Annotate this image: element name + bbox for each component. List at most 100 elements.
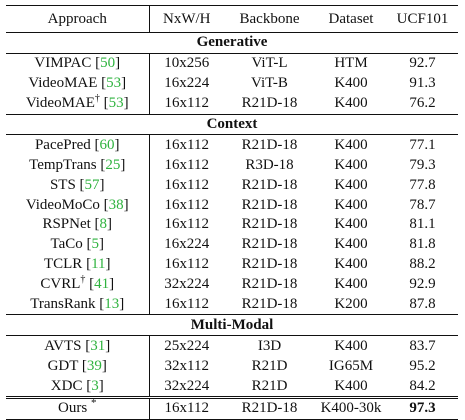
citation-link[interactable]: 53 bbox=[106, 75, 122, 92]
citation-link[interactable]: 50 bbox=[100, 55, 116, 72]
dataset-cell: K400 bbox=[334, 196, 368, 213]
table-row: VIMPAC [50] 10x256 ViT-L HTM 92.7 bbox=[6, 52, 458, 74]
method-name: TransRank bbox=[30, 296, 96, 313]
dataset-cell: K400 bbox=[334, 276, 368, 293]
approach-cell: VIMPAC [50] bbox=[6, 52, 150, 74]
header-dataset: Dataset bbox=[315, 5, 387, 33]
method-name: PacePred bbox=[34, 136, 91, 153]
approach-cell: Ours * bbox=[6, 396, 150, 420]
table-row: VideoMoCo [38] 16x112 R21D-18 K400 78.7 bbox=[6, 195, 458, 216]
size-cell: 32x224 bbox=[164, 377, 210, 394]
approach-cell: TCLR [11] bbox=[6, 254, 150, 275]
method-name: TCLR bbox=[43, 256, 83, 273]
ucf101-cell: 81.1 bbox=[409, 216, 436, 233]
method-name: VideoMAE bbox=[25, 95, 95, 112]
citation-link[interactable]: 41 bbox=[94, 276, 110, 293]
citation-link[interactable]: 13 bbox=[104, 296, 120, 313]
ucf101-cell: 84.2 bbox=[409, 377, 436, 394]
approach-cell: CVRL† [41] bbox=[6, 275, 150, 295]
backbone-cell: R21D-18 bbox=[241, 216, 298, 233]
backbone-cell: R21D-18 bbox=[224, 134, 315, 156]
header-size: NxW/H bbox=[149, 5, 224, 33]
size-cell: 32x224 bbox=[164, 276, 210, 293]
method-mark: † bbox=[94, 93, 100, 105]
citation-link[interactable]: 5 bbox=[91, 236, 100, 253]
section-header-row: Context bbox=[6, 113, 458, 135]
table-row: AVTS [31] 25x224 I3D K400 83.7 bbox=[6, 335, 458, 357]
citation-link[interactable]: 3 bbox=[91, 377, 99, 394]
dataset-cell: K400 bbox=[334, 377, 368, 394]
table-row: PacePred [60] 16x112 R21D-18 K400 77.1 bbox=[6, 134, 458, 156]
comparison-table: Approach NxW/H Backbone Dataset UCF101 G… bbox=[6, 5, 458, 420]
approach-cell: TempTrans [25] bbox=[6, 155, 150, 176]
approach-cell: PacePred [60] bbox=[6, 134, 150, 156]
citation-link[interactable]: 31 bbox=[90, 337, 106, 354]
citation-link[interactable]: 25 bbox=[105, 156, 121, 173]
ucf101-cell: 78.7 bbox=[409, 196, 436, 213]
approach-cell: RSPNet [8] bbox=[6, 215, 150, 235]
approach-cell: TaCo [5] bbox=[6, 234, 150, 255]
method-name: VideoMoCo bbox=[25, 196, 100, 213]
approach-cell: AVTS [31] bbox=[6, 335, 150, 357]
dataset-cell: K400 bbox=[334, 176, 368, 193]
dataset-cell: K400 bbox=[315, 134, 387, 156]
table-row: VideoMAE [53] 16x224 ViT-B K400 91.3 bbox=[6, 73, 458, 94]
size-cell: 16x112 bbox=[164, 156, 209, 173]
header-approach: Approach bbox=[6, 5, 150, 33]
table-body: Generative VIMPAC [50] 10x256 ViT-L HTM 92.7 V… bbox=[6, 32, 458, 420]
size-cell: 16x112 bbox=[149, 396, 224, 420]
citation-link[interactable]: 60 bbox=[99, 136, 115, 153]
best-score: 97.3 bbox=[409, 400, 436, 417]
table-row: VideoMAE† [53] 16x112 R21D-18 K400 76.2 bbox=[6, 93, 458, 115]
approach-cell: TransRank [13] bbox=[6, 294, 150, 315]
backbone-cell: R21D-18 bbox=[241, 296, 298, 313]
dataset-cell: K400 bbox=[334, 236, 368, 253]
dataset-cell: HTM bbox=[315, 52, 387, 74]
section-title: Generative bbox=[6, 32, 458, 54]
method-name: VideoMAE bbox=[28, 75, 98, 92]
citation-link[interactable]: 57 bbox=[84, 176, 100, 193]
citation-link[interactable]: 39 bbox=[86, 357, 102, 374]
citation-link[interactable]: 53 bbox=[108, 95, 124, 112]
method-mark: * bbox=[90, 397, 97, 410]
size-cell: 10x256 bbox=[149, 52, 224, 74]
backbone-cell: R21D bbox=[251, 377, 288, 394]
size-cell: 16x112 bbox=[164, 216, 209, 233]
dataset-cell: K400-30k bbox=[315, 396, 387, 420]
approach-cell: XDC [3] bbox=[6, 376, 150, 398]
ucf101-cell: 91.3 bbox=[409, 75, 436, 92]
backbone-cell: R21D-18 bbox=[241, 256, 298, 273]
table-row: STS [57] 16x112 R21D-18 K400 77.8 bbox=[6, 175, 458, 196]
table-row: TaCo [5] 16x224 R21D-18 K400 81.8 bbox=[6, 234, 458, 255]
backbone-cell: R21D bbox=[251, 357, 288, 374]
backbone-cell: I3D bbox=[224, 335, 315, 357]
table-row: RSPNet [8] 16x112 R21D-18 K400 81.1 bbox=[6, 215, 458, 235]
backbone-cell: ViT-L bbox=[224, 52, 315, 74]
size-cell: 16x112 bbox=[164, 256, 209, 273]
ucf101-cell: 88.2 bbox=[409, 256, 436, 273]
results-table-container: Approach NxW/H Backbone Dataset UCF101 G… bbox=[6, 5, 458, 420]
citation-link[interactable]: 8 bbox=[99, 216, 108, 233]
citation-link[interactable]: 38 bbox=[108, 196, 124, 213]
method-name: TempTrans bbox=[29, 156, 97, 173]
size-cell: 16x224 bbox=[164, 236, 210, 253]
backbone-cell: ViT-B bbox=[251, 75, 288, 92]
section-title: Multi-Modal bbox=[6, 314, 458, 336]
approach-cell: VideoMAE† [53] bbox=[6, 93, 150, 115]
backbone-cell: R3D-18 bbox=[245, 156, 294, 173]
ours-row: Ours * 16x112 R21D-18 K400-30k 97.3 bbox=[6, 396, 458, 420]
method-name: RSPNet bbox=[42, 216, 91, 233]
method-name: CVRL bbox=[40, 276, 81, 293]
method-name: Ours bbox=[58, 400, 88, 417]
size-cell: 16x224 bbox=[164, 75, 210, 92]
backbone-cell: R21D-18 bbox=[241, 95, 298, 112]
citation-link[interactable]: 11 bbox=[91, 256, 106, 273]
table-row: TempTrans [25] 16x112 R3D-18 K400 79.3 bbox=[6, 155, 458, 176]
size-cell: 16x112 bbox=[149, 134, 224, 156]
table-row: GDT [39] 32x112 R21D IG65M 95.2 bbox=[6, 356, 458, 377]
backbone-cell: R21D-18 bbox=[241, 176, 298, 193]
ucf101-cell: 92.7 bbox=[387, 52, 458, 74]
ucf101-cell: 97.3 bbox=[387, 396, 458, 420]
method-name: XDC bbox=[50, 377, 83, 394]
dataset-cell: K400 bbox=[315, 335, 387, 357]
